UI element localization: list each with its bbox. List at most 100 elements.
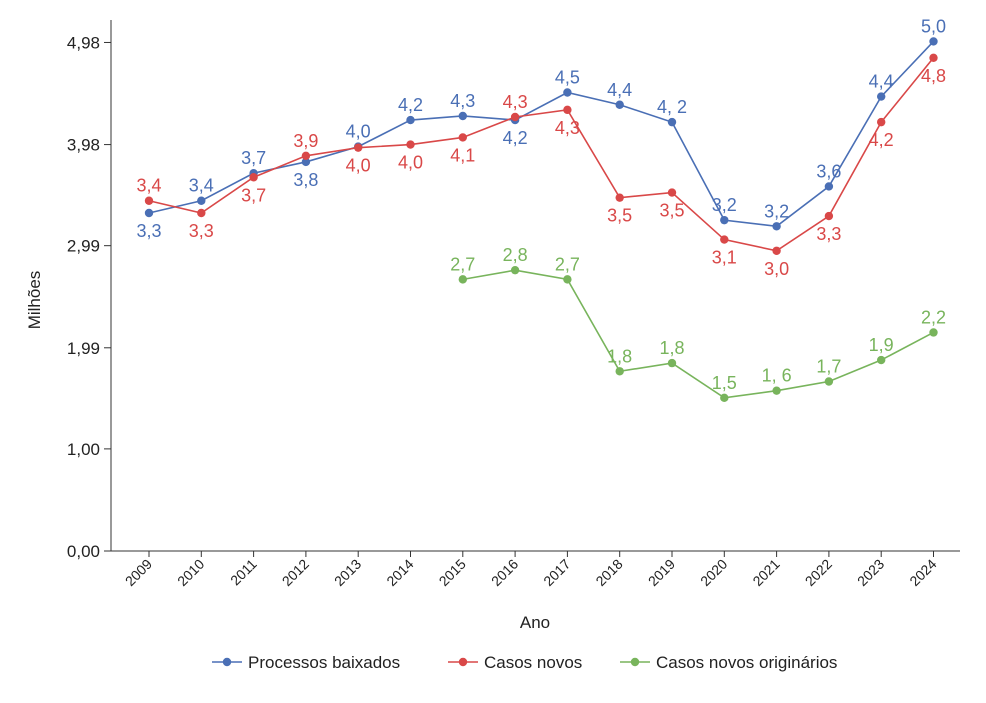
data-label: 4,0 (346, 156, 371, 176)
series-line (148, 40, 935, 228)
legend: Processos baixados Casos novos Casos novos… (212, 653, 837, 672)
data-label: 3,3 (189, 221, 214, 241)
data-point (877, 355, 886, 365)
data-label: 4,2 (869, 130, 894, 150)
data-label: 3,5 (607, 206, 632, 226)
x-tick-label: 2016 (488, 556, 521, 589)
y-tick-label: 1,00 (67, 440, 100, 459)
data-point (667, 117, 677, 127)
legend-label: Processos baixados (248, 653, 400, 672)
series-2 (458, 265, 938, 403)
data-label: 1, 6 (762, 366, 792, 386)
series-1 (144, 53, 938, 255)
data-point (824, 377, 834, 386)
legend-item: Casos novos (448, 653, 582, 672)
data-point (249, 173, 258, 182)
x-axis-title: Ano (520, 613, 550, 632)
data-point (301, 157, 311, 167)
data-point (615, 100, 624, 109)
x-tick-label: 2013 (331, 556, 364, 589)
data-point (354, 143, 363, 152)
legend-label: Casos novos (484, 653, 582, 672)
x-tick-label: 2018 (592, 556, 625, 589)
series-line (148, 57, 935, 252)
data-point (824, 211, 834, 221)
data-point (877, 117, 886, 127)
x-tick-label: 2024 (906, 556, 939, 589)
data-label: 4,3 (503, 92, 528, 112)
data-point (197, 196, 206, 205)
data-point (929, 53, 938, 62)
data-label: 3,8 (293, 170, 318, 190)
data-label: 4,2 (398, 95, 423, 115)
data-label: 3,0 (764, 259, 789, 279)
data-label: 3,7 (241, 148, 266, 168)
data-point (772, 222, 781, 231)
data-label: 1,7 (816, 356, 841, 376)
x-tick-label: 2014 (383, 556, 416, 589)
data-label: 2,7 (555, 254, 580, 274)
data-label: 4,8 (921, 66, 946, 86)
x-tick-label: 2010 (174, 556, 207, 589)
x-tick-label: 2015 (436, 556, 469, 589)
legend-marker (458, 657, 468, 667)
x-tick-label: 2012 (279, 556, 312, 589)
data-point (772, 246, 781, 255)
legend-item: Casos novos originários (620, 653, 837, 672)
legend-item: Processos baixados (212, 653, 400, 672)
data-label: 3,6 (816, 161, 841, 181)
data-label: 3,2 (712, 195, 737, 215)
data-label: 3,3 (136, 221, 161, 241)
x-tick-label: 2023 (854, 556, 887, 589)
data-labels: 3,3 3,4 3,7 3,8 4,0 4,2 4,3 4,2 4,5 4,4 4, 2 3,2 3,2… (136, 16, 946, 392)
data-label: 4,0 (346, 122, 371, 142)
data-label: 4,1 (450, 145, 475, 165)
data-label: 4,4 (607, 80, 632, 100)
data-point (929, 37, 938, 46)
data-point (563, 88, 572, 97)
legend-marker (630, 657, 640, 667)
data-label: 3,2 (764, 201, 789, 221)
x-tick-label: 2011 (227, 556, 260, 589)
data-label: 5,0 (921, 16, 946, 36)
data-point (720, 235, 729, 244)
data-point (563, 105, 572, 115)
data-label: 3,3 (816, 224, 841, 244)
data-label: 2,7 (450, 254, 475, 274)
data-label: 4, 2 (657, 97, 687, 117)
data-label: 4,3 (555, 118, 580, 138)
data-point (772, 386, 781, 395)
y-tick-label: 4,98 (67, 33, 100, 52)
data-label: 1,5 (712, 373, 737, 393)
y-axis-title: Milhões (25, 271, 44, 330)
data-point (667, 358, 677, 368)
data-label: 1,8 (607, 346, 632, 366)
data-label: 3,5 (659, 201, 684, 221)
data-point (824, 182, 834, 191)
series-layer (144, 37, 938, 403)
data-label: 1,9 (869, 335, 894, 355)
legend-marker (222, 657, 232, 667)
data-point (510, 112, 520, 122)
data-point (563, 275, 572, 284)
y-tick-label: 3,98 (67, 136, 100, 155)
x-tick-label: 2021 (749, 556, 782, 589)
data-point (144, 196, 154, 205)
data-label: 3,1 (712, 248, 737, 268)
x-tick-label: 2009 (122, 556, 155, 589)
data-label: 2,8 (503, 245, 528, 265)
data-point (615, 367, 624, 376)
data-label: 3,9 (293, 131, 318, 151)
data-label: 4,4 (869, 72, 894, 92)
y-tick-label: 0,00 (67, 542, 100, 561)
x-tick-label: 2022 (802, 556, 835, 589)
data-point (615, 193, 624, 202)
data-point (458, 111, 467, 121)
data-label: 4,2 (503, 128, 528, 148)
y-tick-label: 2,99 (67, 237, 100, 256)
x-tick-label: 2017 (540, 556, 573, 589)
x-tick-label: 2019 (645, 556, 678, 589)
y-tick-label: 1,99 (67, 339, 100, 358)
